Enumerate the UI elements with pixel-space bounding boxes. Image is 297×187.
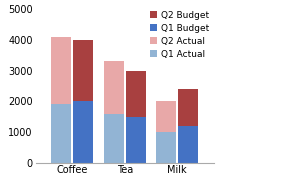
Bar: [104, 62, 124, 114]
Legend: Q2 Budget, Q1 Budget, Q2 Actual, Q1 Actual: Q2 Budget, Q1 Budget, Q2 Actual, Q1 Actu…: [150, 11, 209, 59]
Bar: [51, 37, 71, 104]
Bar: [73, 40, 93, 101]
Bar: [126, 117, 146, 163]
Bar: [104, 114, 124, 163]
Bar: [178, 89, 198, 126]
Bar: [73, 101, 93, 163]
Bar: [156, 101, 176, 132]
Bar: [51, 104, 71, 163]
Bar: [178, 126, 198, 163]
Bar: [126, 71, 146, 117]
Bar: [156, 132, 176, 163]
